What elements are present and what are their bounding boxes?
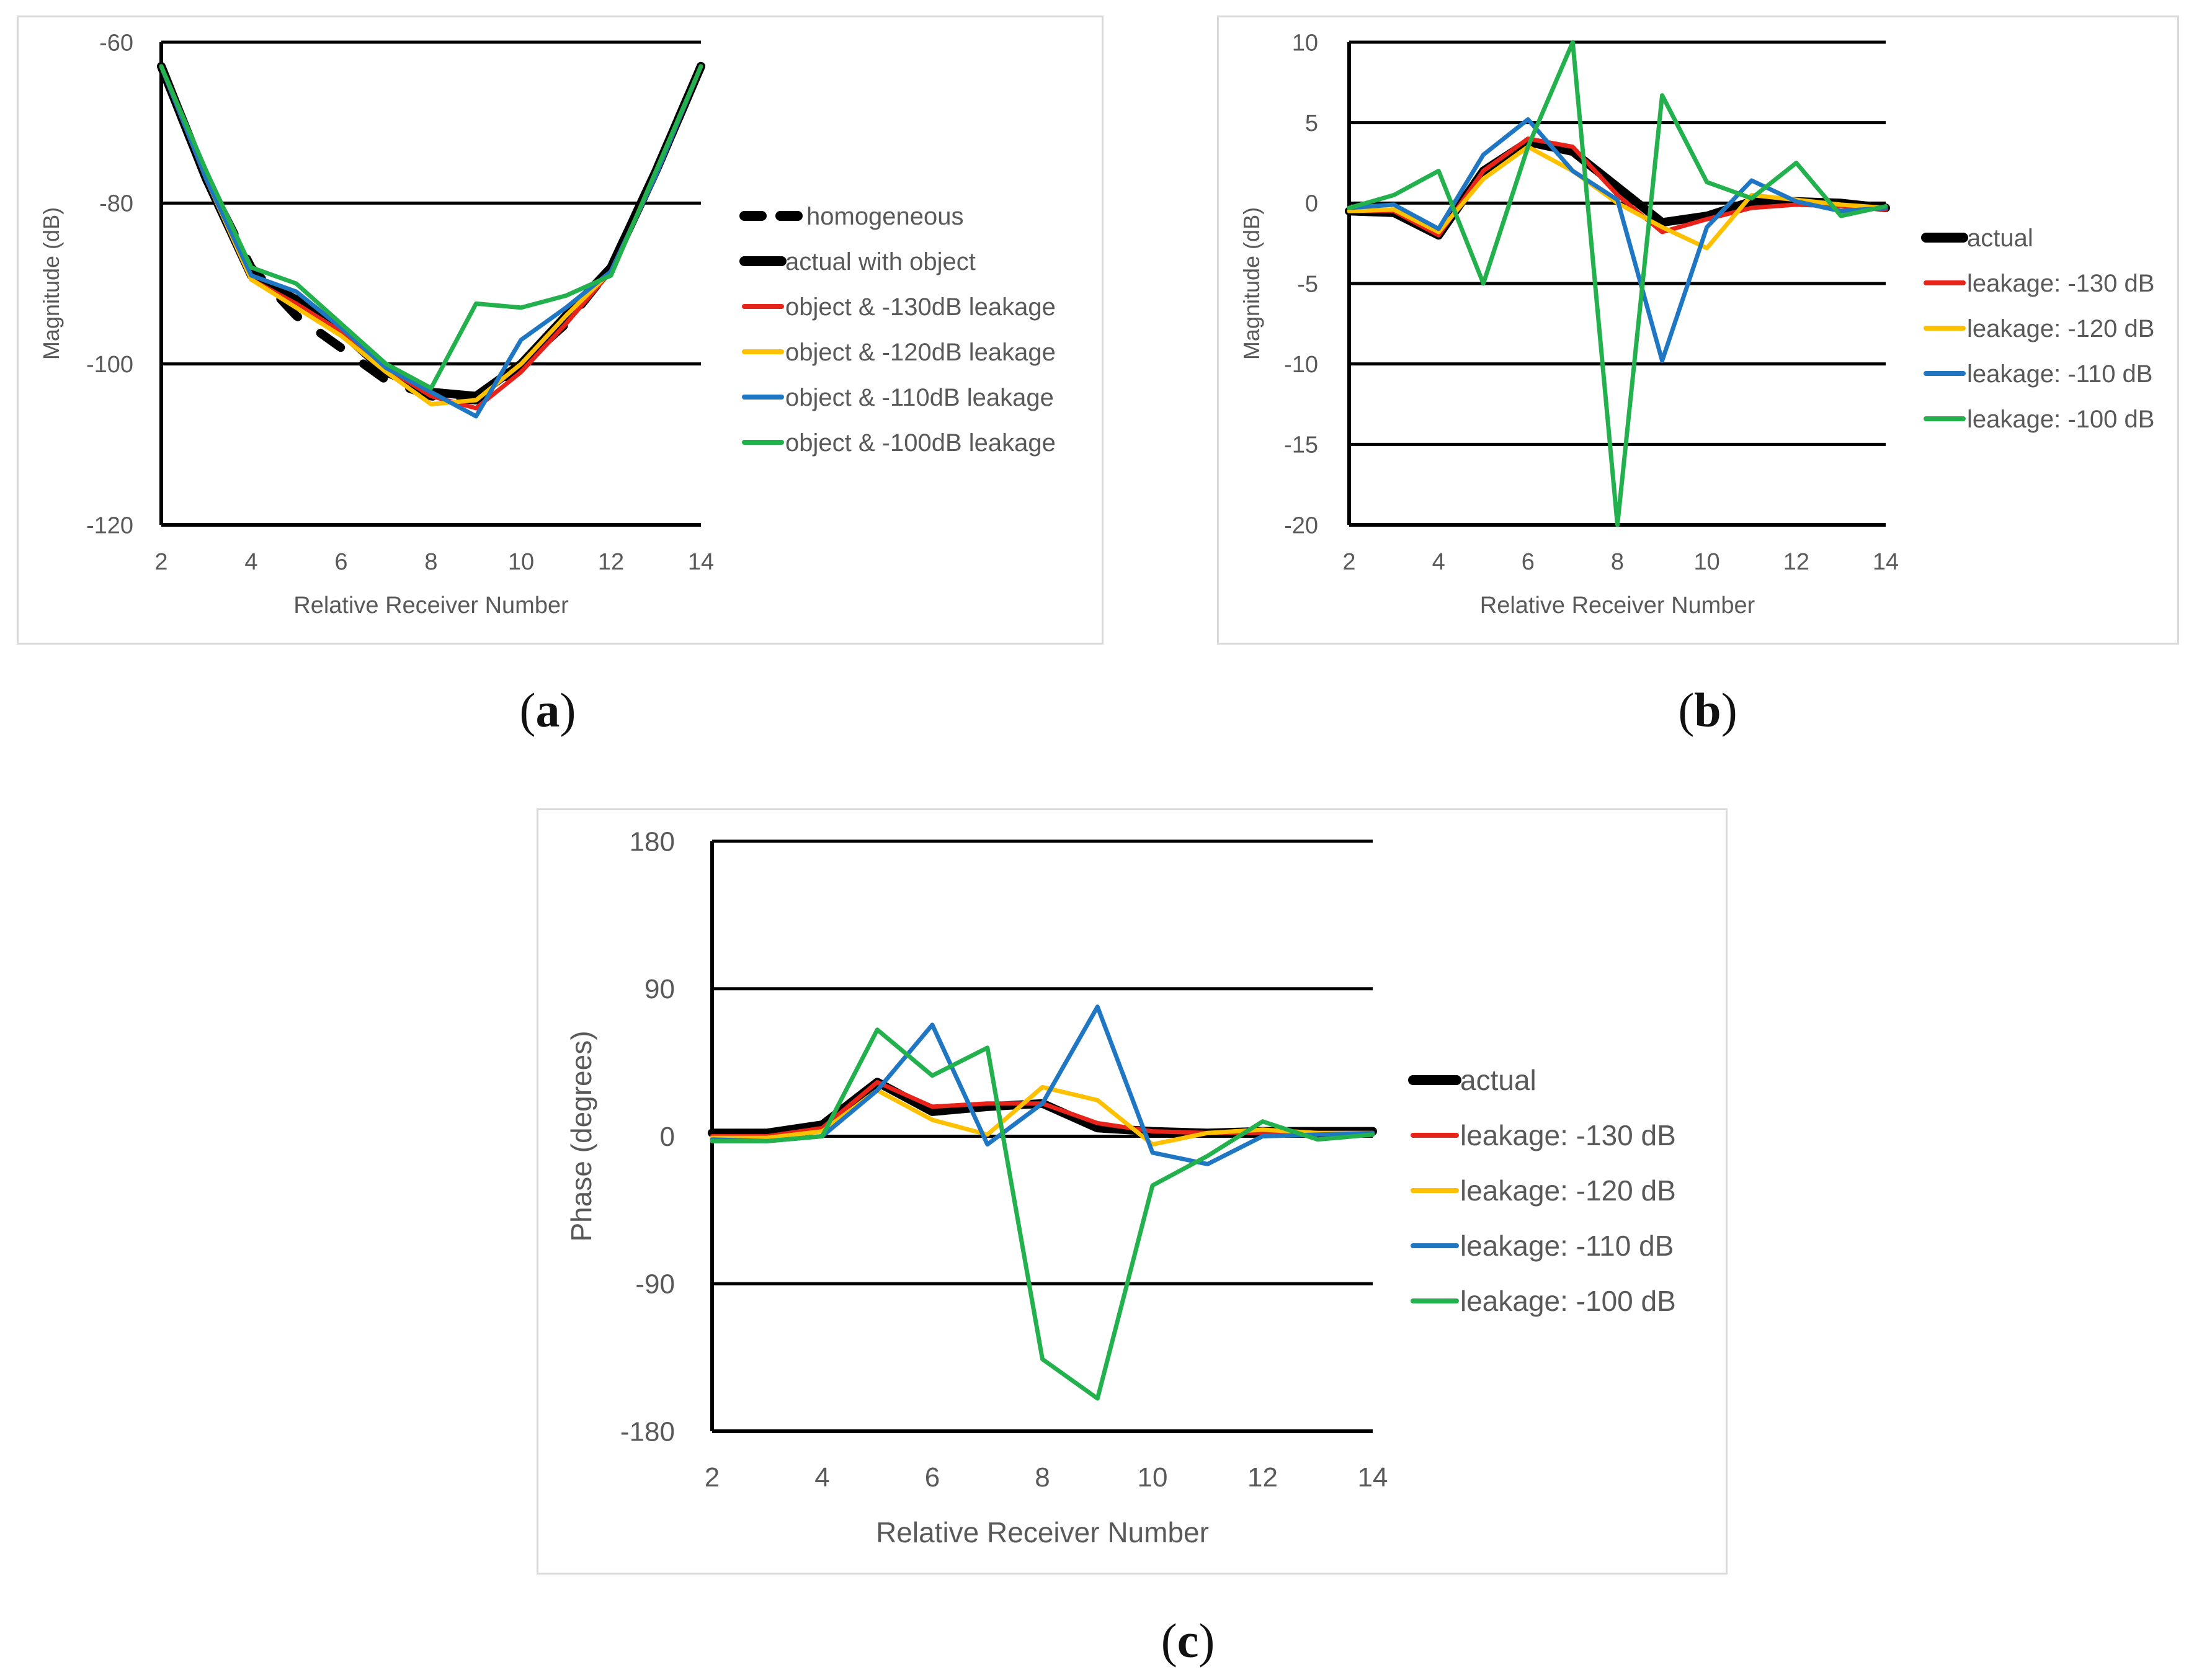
y-tick-label-a: -120 bbox=[86, 512, 133, 538]
caption-a-close: ) bbox=[560, 683, 576, 737]
y-tick-label-a: -60 bbox=[99, 30, 133, 56]
series-line-b-0 bbox=[1345, 137, 1890, 240]
legend-label-c-1: leakage: -130 dB bbox=[1460, 1119, 1676, 1151]
series-line-b-3 bbox=[1347, 117, 1888, 363]
legend-label-a-3: object & -120dB leakage bbox=[785, 339, 1056, 366]
caption-b-close: ) bbox=[1721, 683, 1737, 737]
series-line-b-1 bbox=[1347, 136, 1888, 238]
legend-label-c-2: leakage: -120 dB bbox=[1460, 1174, 1676, 1207]
chart-panel-c: 180 90 0 -90 -180 2 4 6 8 10 12 14 Relative Receiver… bbox=[537, 808, 1728, 1575]
y-tick-label-b: 10 bbox=[1292, 30, 1318, 56]
y-tick-label-a: -80 bbox=[99, 191, 133, 217]
x-tick-label-c: 10 bbox=[1138, 1462, 1168, 1493]
x-tick-label-c: 14 bbox=[1358, 1462, 1388, 1493]
x-tick-label-b: 8 bbox=[1611, 549, 1624, 575]
chart-panel-a: -60 -80 -100 -120 2 4 6 8 10 12 14 Relative Receive… bbox=[17, 16, 1104, 645]
y-axis-title-b: Magnitude (dB) bbox=[1239, 207, 1264, 360]
legend-label-b-0: actual bbox=[1967, 225, 2033, 252]
series-line-a-0 bbox=[157, 61, 705, 404]
y-axis-title-c: Phase (degrees) bbox=[565, 1030, 597, 1241]
y-tick-label-c: 90 bbox=[644, 974, 675, 1004]
x-tick-label-a: 6 bbox=[334, 549, 347, 575]
legend-label-c-3: leakage: -110 dB bbox=[1460, 1230, 1674, 1262]
x-tick-label-b: 14 bbox=[1873, 549, 1899, 575]
y-tick-label-c: 180 bbox=[630, 826, 675, 857]
chart-b-svg: 10 5 0 -5 -10 -15 -20 2 4 6 8 10 12 14 Relative Receiv… bbox=[1239, 30, 2154, 619]
legend-label-a-5: object & -100dB leakage bbox=[785, 429, 1056, 457]
y-tick-label-b: -20 bbox=[1284, 512, 1318, 538]
x-tick-label-a: 2 bbox=[154, 549, 167, 575]
legend-label-a-4: object & -110dB leakage bbox=[785, 384, 1054, 411]
legend-label-a-2: object & -130dB leakage bbox=[785, 293, 1056, 321]
series-line-c-2 bbox=[710, 1084, 1375, 1147]
y-tick-label-a: -100 bbox=[86, 352, 133, 378]
series-line-a-1 bbox=[157, 61, 705, 401]
caption-b: (b) bbox=[1615, 682, 1801, 738]
series-line-c-4 bbox=[710, 1027, 1375, 1401]
x-tick-label-c: 6 bbox=[925, 1462, 940, 1493]
x-tick-label-c: 8 bbox=[1035, 1462, 1050, 1493]
x-axis-title-b: Relative Receiver Number bbox=[1480, 592, 1755, 619]
x-tick-label-a: 10 bbox=[508, 549, 534, 575]
x-tick-label-a: 4 bbox=[244, 549, 257, 575]
y-tick-label-c: -90 bbox=[635, 1269, 675, 1300]
y-axis-title-a: Magnitude (dB) bbox=[38, 207, 64, 360]
chart-c-svg: 180 90 0 -90 -180 2 4 6 8 10 12 14 Relative Receiver… bbox=[565, 826, 1676, 1548]
legend-label-a-0: homogeneous bbox=[806, 203, 964, 230]
x-tick-label-a: 14 bbox=[688, 549, 714, 575]
x-axis-title-a: Relative Receiver Number bbox=[293, 592, 569, 619]
x-tick-label-c: 4 bbox=[814, 1462, 829, 1493]
x-tick-label-b: 10 bbox=[1694, 549, 1720, 575]
series-line-b-4 bbox=[1347, 40, 1888, 527]
caption-c-close: ) bbox=[1198, 1614, 1215, 1668]
caption-c: (c) bbox=[1095, 1613, 1281, 1669]
legend-label-b-2: leakage: -120 dB bbox=[1967, 315, 2154, 342]
x-tick-label-b: 2 bbox=[1342, 549, 1355, 575]
caption-a: (a) bbox=[455, 682, 641, 738]
legend-label-b-1: leakage: -130 dB bbox=[1967, 270, 2154, 297]
y-tick-label-c: 0 bbox=[660, 1122, 675, 1152]
series-line-a-3 bbox=[159, 64, 703, 406]
y-tick-label-b: -15 bbox=[1284, 432, 1318, 458]
x-axis-title-c: Relative Receiver Number bbox=[876, 1516, 1209, 1548]
caption-c-open: ( bbox=[1161, 1614, 1177, 1668]
chart-panel-b: 10 5 0 -5 -10 -15 -20 2 4 6 8 10 12 14 Relative Receiv… bbox=[1217, 16, 2179, 645]
x-tick-label-b: 4 bbox=[1432, 549, 1445, 575]
caption-b-open: ( bbox=[1678, 683, 1695, 737]
y-tick-label-b: 0 bbox=[1305, 191, 1318, 217]
series-line-a-5 bbox=[159, 64, 703, 391]
legend-label-c-4: leakage: -100 dB bbox=[1460, 1285, 1676, 1317]
y-tick-label-b: 5 bbox=[1305, 110, 1318, 136]
caption-a-open: ( bbox=[519, 683, 536, 737]
x-tick-label-b: 6 bbox=[1522, 549, 1535, 575]
caption-c-letter: c bbox=[1177, 1614, 1199, 1668]
y-tick-label-b: -10 bbox=[1284, 352, 1318, 378]
x-tick-label-b: 12 bbox=[1783, 549, 1809, 575]
caption-b-letter: b bbox=[1694, 683, 1721, 737]
caption-a-letter: a bbox=[535, 683, 560, 737]
legend-label-b-3: leakage: -110 dB bbox=[1967, 360, 2152, 388]
legend-label-a-1: actual with object bbox=[785, 248, 976, 275]
legend-label-b-4: leakage: -100 dB bbox=[1967, 406, 2154, 433]
series-line-a-2 bbox=[159, 64, 703, 411]
chart-a-svg: -60 -80 -100 -120 2 4 6 8 10 12 14 Relative Receive… bbox=[38, 30, 1056, 619]
x-tick-label-a: 12 bbox=[598, 549, 624, 575]
legend-label-c-0: actual bbox=[1460, 1064, 1536, 1096]
y-tick-label-c: -180 bbox=[620, 1416, 675, 1447]
x-tick-label-c: 2 bbox=[705, 1462, 720, 1493]
x-tick-label-c: 12 bbox=[1247, 1462, 1278, 1493]
x-tick-label-a: 8 bbox=[424, 549, 437, 575]
y-tick-label-b: -5 bbox=[1297, 271, 1318, 297]
